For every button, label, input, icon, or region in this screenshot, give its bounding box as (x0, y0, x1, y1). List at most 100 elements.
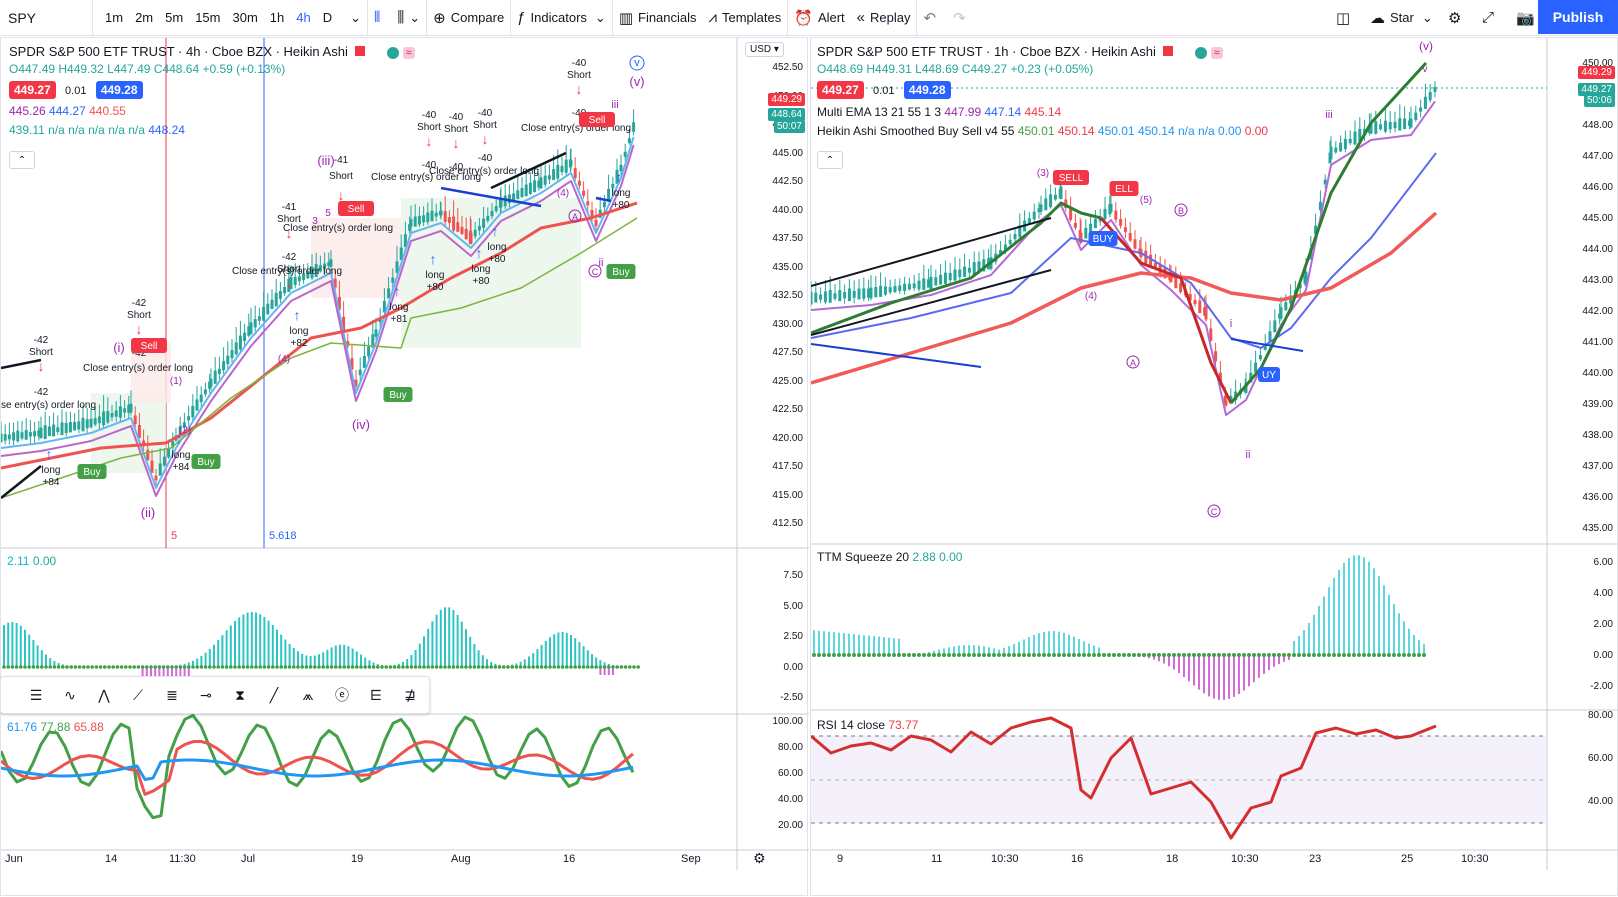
indicators-label: Indicators (531, 10, 587, 25)
bid-price[interactable]: 449.27 (9, 81, 56, 99)
bid-price[interactable]: 449.27 (817, 81, 864, 99)
publish-button[interactable]: Publish (1538, 0, 1618, 34)
osc1-bar (41, 650, 43, 667)
osc1-dot (460, 665, 464, 669)
templates-button[interactable]: ⩘Templates (703, 0, 788, 36)
financials-button[interactable]: ▥Financials (613, 0, 703, 36)
osc1-dot (523, 665, 527, 669)
layout-button[interactable]: ◫ (1330, 0, 1361, 36)
osc1-dot (515, 665, 519, 669)
fib-retrace-icon[interactable]: ≣ (155, 687, 189, 704)
settings-button[interactable]: ⚙ (1442, 0, 1472, 36)
wave-icon[interactable]: ≈ (1211, 47, 1223, 59)
candle-body (61, 422, 64, 435)
ttm-bar (1028, 637, 1030, 655)
horizontal-lines-icon[interactable]: ☰ (19, 687, 53, 704)
osc1-dot (309, 665, 313, 669)
eye-icon[interactable] (1195, 47, 1207, 59)
pattern-icon[interactable]: ⩕ (291, 687, 325, 704)
replay-button[interactable]: «Replay (851, 0, 917, 36)
interval-1h[interactable]: 1h (264, 10, 290, 25)
interval-30m[interactable]: 30m (226, 10, 263, 25)
candle-body (123, 408, 126, 412)
interval-1m[interactable]: 1m (99, 10, 129, 25)
osc1-bar (217, 640, 219, 667)
osc1-bar (234, 621, 236, 667)
ask-price[interactable]: 449.28 (96, 81, 143, 99)
bar-style-button[interactable]: ⫴ (368, 0, 391, 36)
ttm-dot (897, 653, 901, 657)
candle-body (1049, 194, 1052, 207)
ttm-bar (1078, 639, 1080, 655)
osc1-dot (6, 665, 10, 669)
candle-body (544, 176, 547, 185)
long-value-label: +80 (613, 200, 630, 211)
gann-icon[interactable]: ⋣ (393, 687, 427, 704)
spiral-icon[interactable]: ⓔ (325, 685, 359, 705)
right-price-axis[interactable]: 450.00449.00448.00447.00446.00445.00444.… (1547, 38, 1618, 548)
osc1-dot (338, 665, 342, 669)
osc1-bar (541, 645, 543, 667)
short-label: Short (417, 122, 441, 133)
osc1-bar (238, 617, 240, 667)
osc1-dot (74, 665, 78, 669)
ttm-dot (1407, 653, 1411, 657)
ttm-dot (1077, 653, 1081, 657)
interval-4h[interactable]: 4h (290, 10, 316, 25)
ask-price[interactable]: 449.28 (904, 81, 951, 99)
alert-button[interactable]: ⏰Alert (788, 0, 850, 36)
ttm-dot (1182, 653, 1186, 657)
osc1-dot (557, 665, 561, 669)
candle-type-button[interactable]: ⫼⌄ (391, 0, 426, 36)
horizontal-ray-icon[interactable]: ⊸ (189, 687, 223, 704)
channel-icon[interactable]: ⋿ (359, 687, 393, 704)
redo-button[interactable]: ↷ (947, 0, 977, 36)
eye-icon[interactable] (387, 47, 399, 59)
abc-pattern-icon[interactable]: ⋀ (87, 687, 121, 704)
candle-body (163, 457, 166, 466)
crosshair-bars-icon[interactable]: ⧗ (223, 687, 257, 704)
line-tool-icon[interactable]: ╱ (257, 687, 291, 704)
interval-dropdown[interactable]: ⌄ (344, 0, 367, 36)
compare-button[interactable]: ⊕Compare (427, 0, 510, 36)
flag-icon[interactable] (355, 46, 365, 56)
gear-icon[interactable]: ⚙ (753, 850, 766, 867)
star-button[interactable]: ☁Star⌄ (1364, 0, 1439, 36)
undo-button[interactable]: ↶ (917, 0, 947, 36)
elliott-wave-icon[interactable]: ∿ (53, 687, 87, 704)
wave-icon[interactable]: ≈ (403, 47, 415, 59)
symbol-search[interactable]: SPY (0, 0, 92, 36)
interval-D[interactable]: D (317, 10, 338, 25)
osc1-bar (448, 607, 450, 667)
ttm-dot (1387, 653, 1391, 657)
flag-icon[interactable] (1163, 46, 1173, 56)
ttm-bar (1398, 613, 1400, 655)
candle-body (1198, 300, 1201, 313)
osc1-dot (170, 665, 174, 669)
candle-body (930, 277, 933, 289)
ttm-bar (1268, 655, 1270, 670)
collapse-legend-button[interactable]: ⌃ (9, 151, 35, 169)
candle-body (632, 122, 635, 132)
interval-5m[interactable]: 5m (159, 10, 189, 25)
interval-15m[interactable]: 15m (189, 10, 226, 25)
ttm-bar (1293, 641, 1295, 655)
trend-line-icon[interactable]: ⟋ (121, 687, 155, 704)
collapse-legend-button[interactable]: ⌃ (817, 151, 843, 169)
osc1-dot (485, 665, 489, 669)
candle-body (1080, 233, 1083, 243)
ema-value: 445.14 (1025, 105, 1062, 119)
left-chart-canvas[interactable]: -42Short↓-42Short↓-41Short↓-42Short↓-40S… (1, 38, 809, 897)
interval-2m[interactable]: 2m (129, 10, 159, 25)
ttm-dot (1242, 653, 1246, 657)
ttm-dot (1152, 653, 1156, 657)
fullscreen-button[interactable]: ⤢ (1476, 0, 1505, 36)
